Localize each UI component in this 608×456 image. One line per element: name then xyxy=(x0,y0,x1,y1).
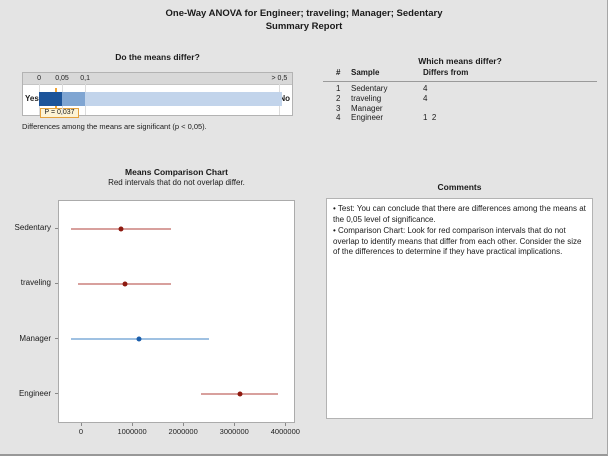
mean-dot-traveling xyxy=(122,281,128,287)
p-value-label: P = 0,037 xyxy=(40,108,79,118)
gauge-segment-significant xyxy=(39,92,62,106)
significance-caption: Differences among the means are signific… xyxy=(22,122,207,131)
gauge-tick-label: 0,05 xyxy=(55,74,69,82)
gauge-segment-marginal xyxy=(62,92,86,106)
y-axis-tick xyxy=(55,338,58,340)
row-sample: Engineer xyxy=(351,113,384,123)
row-number: 4 xyxy=(336,113,341,123)
table-row: 4 Engineer 1 2 xyxy=(323,113,597,123)
gauge-tick-label: 0,1 xyxy=(80,74,90,82)
chart-subtitle: Red intervals that do not overlap differ… xyxy=(108,178,245,187)
column-header-differs: Differs from xyxy=(423,68,469,77)
gauge-segment-not-significant xyxy=(85,92,283,106)
row-differs-from: 4 xyxy=(423,93,428,103)
column-header-num: # xyxy=(336,68,341,77)
row-number: 3 xyxy=(336,103,341,113)
table-row: 3 Manager xyxy=(323,104,597,114)
report-title: One-Way ANOVA for Engineer; traveling; M… xyxy=(0,8,607,33)
p-value-gauge-scale: 0 0,05 0,1 > 0,5 xyxy=(23,73,292,85)
comment-bullet: • Test: You can conclude that there are … xyxy=(333,204,586,224)
x-axis-tick xyxy=(80,423,82,426)
report-title-line1: One-Way ANOVA for Engineer; traveling; M… xyxy=(165,8,443,19)
mean-dot-manager xyxy=(136,336,142,342)
which-differ-heading: Which means differ? xyxy=(418,56,502,66)
chart-title: Means Comparison Chart xyxy=(125,167,228,177)
row-sample: Manager xyxy=(351,103,383,113)
x-axis-tick-label: 0 xyxy=(78,427,84,436)
table-row: 1 Sedentary 4 xyxy=(323,84,597,94)
category-label-traveling: traveling xyxy=(20,278,51,288)
mean-dot-engineer xyxy=(237,391,243,397)
row-number: 2 xyxy=(336,93,341,103)
category-label-engineer: Engineer xyxy=(18,388,51,398)
table-header-row: # Sample Differs from xyxy=(323,68,597,82)
row-number: 1 xyxy=(336,84,341,93)
x-axis-tick xyxy=(285,423,287,426)
gauge-tick-label: > 0,5 xyxy=(271,74,288,82)
chart-category-axis: Sedentary traveling Manager Engineer xyxy=(0,200,53,423)
chart-plot-area xyxy=(58,200,295,423)
comment-bullet: • Comparison Chart: Look for red compari… xyxy=(333,226,582,257)
x-axis-tick-label: 2000000 xyxy=(168,427,198,436)
gauge-tick-label: 0 xyxy=(37,74,42,82)
category-label-sedentary: Sedentary xyxy=(14,223,51,233)
x-axis-tick xyxy=(183,423,185,426)
mean-dot-sedentary xyxy=(118,226,124,232)
table-body: 1 Sedentary 4 2 traveling 4 3 Manager 4 Engineer 1… xyxy=(323,84,597,123)
p-value-gauge: 0 0,05 0,1 > 0,5 Yes No P = 0,037 xyxy=(22,72,293,118)
row-differs-from: 1 2 xyxy=(423,113,437,123)
report-title-line2: Summary Report xyxy=(265,20,343,32)
row-differs-from: 4 xyxy=(423,84,428,93)
gauge-no-label: No xyxy=(279,94,290,103)
x-axis-tick xyxy=(132,423,134,426)
gauge-yes-label: Yes xyxy=(25,94,39,103)
y-axis-tick xyxy=(55,393,58,395)
column-header-sample: Sample xyxy=(351,68,380,77)
comments-heading: Comments xyxy=(437,182,482,192)
x-axis-tick-label: 1000000 xyxy=(117,427,147,436)
y-axis-tick xyxy=(55,227,58,229)
x-axis-tick xyxy=(234,423,236,426)
means-differ-heading: Do the means differ? xyxy=(115,52,200,62)
row-sample: Sedentary xyxy=(351,84,388,93)
x-axis-tick-label: 3000000 xyxy=(219,427,249,436)
table-row: 2 traveling 4 xyxy=(323,94,597,104)
x-axis-tick-label: 4000000 xyxy=(270,427,300,436)
comments-box: • Test: You can conclude that there are … xyxy=(326,198,593,419)
y-axis-tick xyxy=(55,282,58,284)
row-sample: traveling xyxy=(351,93,382,103)
which-differ-table: # Sample Differs from 1 Sedentary 4 2 travel… xyxy=(323,68,597,123)
category-label-manager: Manager xyxy=(19,333,51,343)
